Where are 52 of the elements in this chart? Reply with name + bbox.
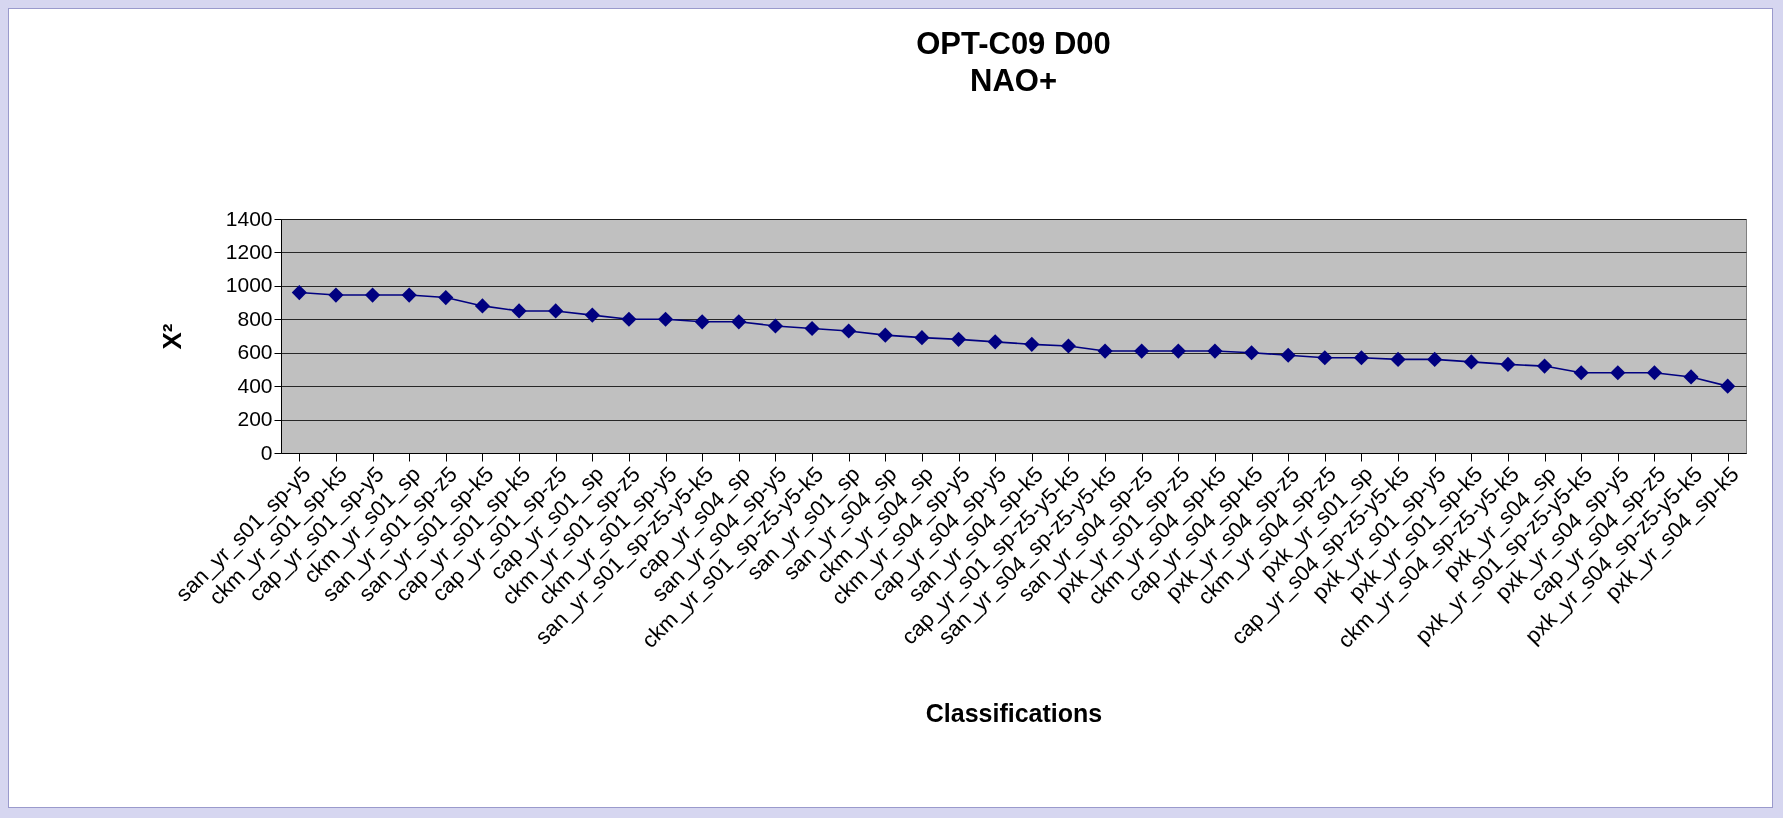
point	[401, 287, 417, 303]
chart-subtitle: NAO+	[970, 63, 1057, 98]
point	[1536, 358, 1553, 374]
point	[731, 314, 747, 330]
point	[364, 287, 381, 303]
point	[584, 307, 600, 323]
point	[767, 318, 784, 334]
y-tick-label: 400	[237, 373, 273, 397]
y-tick-label: 0	[260, 440, 273, 464]
y-tick-label: 600	[237, 340, 273, 364]
y-tick-label: 200	[237, 407, 273, 431]
y-tick-label: 1400	[225, 206, 273, 230]
point	[877, 327, 893, 343]
y-tick-label: 1200	[225, 239, 273, 263]
point	[694, 314, 710, 330]
point	[950, 331, 967, 347]
point	[987, 334, 1003, 350]
x-axis-title: Classifications	[925, 699, 1103, 728]
chart-title: OPT-C09 D00	[916, 26, 1111, 61]
point	[474, 298, 491, 314]
point	[1097, 343, 1113, 359]
point	[328, 287, 344, 303]
point	[1463, 354, 1479, 370]
point	[657, 311, 674, 327]
point	[1720, 378, 1736, 394]
y-axis-title: X²	[156, 323, 187, 350]
point	[1427, 351, 1443, 367]
point	[841, 323, 857, 339]
point	[1134, 343, 1150, 359]
point	[1060, 338, 1077, 354]
point	[621, 311, 637, 327]
point	[511, 303, 527, 319]
point	[548, 303, 564, 319]
y-tick-label: 1000	[225, 273, 273, 297]
point	[804, 320, 820, 337]
point	[1573, 365, 1589, 381]
point	[1683, 369, 1699, 385]
point	[291, 284, 307, 301]
point	[1280, 347, 1296, 363]
point	[438, 289, 454, 306]
point	[1207, 343, 1223, 359]
y-tick-label: 800	[237, 306, 273, 330]
point	[1353, 350, 1370, 366]
point	[1610, 365, 1626, 381]
point	[914, 330, 930, 346]
point	[1170, 343, 1186, 359]
point	[1024, 336, 1040, 352]
point	[1646, 365, 1663, 381]
point	[1500, 356, 1516, 372]
point	[1317, 350, 1333, 366]
point	[1390, 351, 1406, 367]
point	[1243, 345, 1260, 361]
